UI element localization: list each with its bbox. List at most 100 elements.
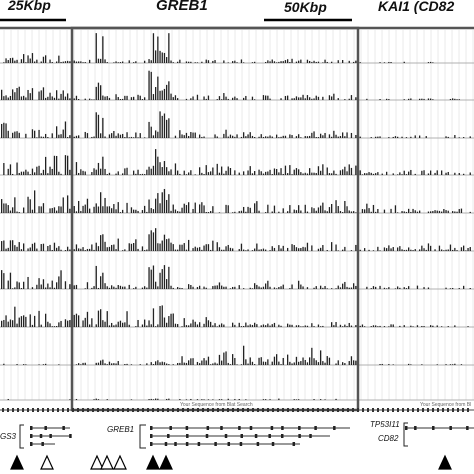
coverage-bar: [375, 136, 377, 138]
exon-block: [240, 434, 244, 438]
exon-block: [342, 408, 344, 412]
coverage-bar: [166, 57, 168, 63]
coverage-bar: [150, 362, 152, 365]
coverage-bar: [185, 61, 188, 63]
coverage-bar: [27, 171, 29, 175]
coverage-bar: [436, 210, 438, 213]
coverage-bar: [223, 93, 225, 100]
coverage-bar: [51, 208, 53, 213]
coverage-bar: [227, 98, 229, 100]
coverage-bar: [276, 134, 278, 138]
coverage-bar: [106, 399, 108, 400]
coverage-bar: [311, 132, 313, 138]
coverage-bar: [122, 98, 124, 100]
coverage-bar: [1, 270, 3, 289]
coverage-bar: [108, 172, 111, 175]
coverage-bar: [273, 168, 276, 175]
coverage-bar: [458, 137, 460, 138]
coverage-bar: [170, 242, 172, 251]
coverage-bar: [331, 96, 333, 100]
coverage-bar: [53, 155, 56, 175]
open-triangle-marker: [113, 454, 127, 470]
coverage-bar: [355, 244, 357, 251]
coverage-bar: [388, 364, 390, 365]
coverage-bar: [168, 118, 170, 138]
coverage-bar: [148, 199, 150, 213]
coverage-bar: [115, 94, 117, 100]
coverage-bar: [348, 361, 350, 365]
coverage-bar: [397, 286, 399, 289]
coverage-bar: [42, 279, 45, 289]
coverage-bar: [282, 173, 284, 175]
coverage-bar: [346, 171, 348, 175]
coverage-bar: [190, 358, 192, 365]
coverage-bar: [106, 247, 108, 251]
exon-block: [281, 426, 284, 430]
coverage-bar: [51, 96, 53, 100]
coverage-bar: [216, 326, 218, 327]
coverage-bar: [119, 285, 122, 289]
coverage-bar: [324, 210, 326, 213]
coverage-bar: [350, 95, 353, 100]
coverage-bar: [238, 322, 240, 327]
coverage-bar: [320, 205, 322, 213]
coverage-bar: [372, 173, 375, 175]
coverage-bar: [49, 92, 51, 100]
coverage-bar: [102, 36, 104, 63]
coverage-bar: [49, 166, 51, 175]
coverage-bar: [313, 399, 315, 400]
exon-block: [337, 408, 339, 412]
coverage-bar: [289, 324, 291, 327]
coverage-bar: [163, 188, 166, 213]
coverage-bar: [335, 363, 337, 365]
coverage-bar: [124, 137, 126, 138]
coverage-bar: [126, 132, 128, 138]
coverage-bar: [410, 136, 412, 138]
coverage-bar: [348, 322, 350, 327]
coverage-bar: [421, 364, 423, 365]
scale-bar-label-25kbp: 25Kbp: [8, 0, 51, 13]
coverage-bar: [49, 208, 51, 213]
coverage-bar: [117, 97, 119, 100]
coverage-bar: [414, 249, 416, 251]
coverage-bar: [372, 204, 375, 213]
coverage-bar: [89, 324, 91, 327]
coverage-bar: [192, 358, 194, 365]
coverage-bar: [346, 286, 348, 289]
coverage-bar: [124, 168, 126, 175]
coverage-bar: [260, 325, 262, 327]
coverage-bar: [40, 61, 42, 63]
coverage-bar: [243, 288, 245, 289]
coverage-bar: [155, 130, 157, 138]
coverage-bar: [249, 132, 251, 138]
exon-block: [452, 408, 454, 412]
coverage-bar: [344, 166, 346, 175]
exon-block: [392, 408, 394, 412]
coverage-bar: [282, 284, 284, 289]
coverage-bar: [293, 169, 295, 175]
coverage-bar: [141, 99, 144, 100]
coverage-bar: [454, 247, 456, 251]
coverage-bar: [258, 286, 260, 289]
coverage-bar: [179, 211, 181, 213]
coverage-bar: [342, 249, 344, 251]
coverage-bar: [7, 130, 9, 138]
exon-block: [137, 408, 139, 412]
coverage-bar: [174, 323, 177, 327]
coverage-bar: [126, 167, 128, 175]
grid-lines: [3, 30, 474, 400]
coverage-bar: [370, 211, 372, 213]
coverage-bar: [441, 211, 443, 213]
coverage-bar: [137, 169, 139, 175]
coverage-bar: [190, 131, 192, 138]
coverage-bar: [278, 61, 280, 63]
coverage-bar: [326, 356, 328, 365]
coverage-bar: [210, 321, 212, 327]
coverage-bar: [287, 95, 289, 100]
coverage-bar: [412, 250, 414, 251]
coverage-bar: [216, 163, 218, 175]
coverage-bar: [408, 98, 410, 100]
coverage-bar: [463, 245, 465, 251]
coverage-bar: [183, 203, 185, 213]
coverage-bar: [188, 284, 190, 289]
